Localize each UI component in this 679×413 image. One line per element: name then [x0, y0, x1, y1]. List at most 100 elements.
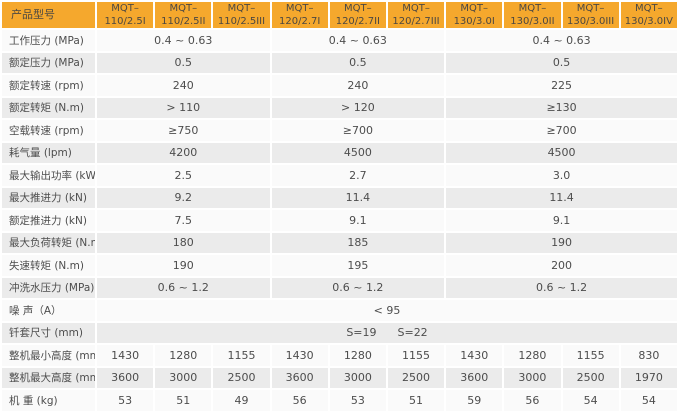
row-label: 耗气量 (lpm) [2, 142, 95, 164]
spec-row: 工作压力 (MPa) 0.4 ~ 0.63 0.4 ~ 0.63 0.4 ~ 0.63 [2, 30, 677, 51]
spec-value: 11.4 [271, 187, 445, 209]
column-header-130/3.0I: MQT– 130/3.0I [446, 2, 503, 28]
model-number: 110/2.5II [161, 16, 206, 27]
spec-value: 190 [97, 255, 270, 276]
model-number: 130/3.0II [510, 16, 555, 27]
spec-value: 9.2 [97, 187, 270, 209]
spec-value: ≥750 [97, 120, 270, 141]
row-label: 钎套尺寸 (mm) [2, 322, 95, 344]
spec-row: 最大推进力 (kN) 9.2 11.4 11.4 [2, 187, 677, 209]
header-row: 产品型号 MQT– 110/2.5I MQT– 110/2.5II MQT– 110/2.5… [2, 2, 677, 28]
spec-value: 1970 [620, 367, 677, 389]
spec-row: 耗气量 (lpm) 4200 4500 4500 [2, 142, 677, 164]
spec-value: 56 [271, 390, 328, 411]
row-label: 整机最小高度 (mm) [2, 345, 95, 366]
spec-value: 3000 [329, 367, 386, 389]
spec-value: 0.5 [271, 52, 445, 74]
spec-value: 1430 [446, 345, 503, 366]
spec-value: 0.5 [446, 52, 677, 74]
model-prefix: MQT– [460, 3, 489, 14]
spec-value: 180 [97, 232, 270, 254]
row-label: 工作压力 (MPa) [2, 30, 95, 51]
spec-row: 整机最大高度 (mm) 3600 3000 2500 3600 3000 2500 3600 3… [2, 367, 677, 389]
column-header-110/2.5II: MQT– 110/2.5II [155, 2, 212, 28]
spec-row: 噪 声（A） < 95 [2, 300, 677, 321]
model-prefix: MQT– [285, 3, 314, 14]
model-prefix: MQT– [111, 3, 139, 14]
model-prefix: MQT– [635, 3, 663, 14]
spec-value: 195 [271, 255, 445, 276]
spec-value: 51 [155, 390, 212, 411]
spec-value: 185 [271, 232, 445, 254]
spec-value: 53 [97, 390, 154, 411]
row-label: 额定推进力 (kN) [2, 210, 95, 231]
row-label: 最大负荷转矩 (N.m) [2, 232, 95, 254]
spec-value: 0.4 ~ 0.63 [446, 30, 677, 51]
spec-value: ≥700 [446, 120, 677, 141]
spec-value: 4500 [446, 142, 677, 164]
spec-value: 2.7 [271, 165, 445, 186]
spec-value: 1155 [213, 345, 270, 366]
spec-row: 额定压力 (MPa) 0.5 0.5 0.5 [2, 52, 677, 74]
model-number: 120/2.7I [279, 16, 321, 27]
spec-row: 钎套尺寸 (mm) S=19 S=22 [2, 322, 677, 344]
column-header-120/2.7II: MQT– 120/2.7II [329, 2, 386, 28]
column-header-130/3.0III: MQT– 130/3.0III [562, 2, 619, 28]
spec-value: 0.6 ~ 1.2 [97, 277, 270, 299]
spec-value: 9.1 [446, 210, 677, 231]
spec-value: < 95 [97, 300, 677, 321]
spec-value: 4500 [271, 142, 445, 164]
spec-value: 3000 [504, 367, 561, 389]
spec-value: 240 [271, 75, 445, 96]
spec-value: 4200 [97, 142, 270, 164]
spec-value: 1430 [97, 345, 154, 366]
row-label: 最大输出功率 (kW) [2, 165, 95, 186]
spec-value: 54 [562, 390, 619, 411]
spec-value: S=19 S=22 [97, 322, 677, 344]
spec-value: 1430 [271, 345, 328, 366]
spec-value: 1280 [329, 345, 386, 366]
spec-value: 54 [620, 390, 677, 411]
spec-row: 最大输出功率 (kW) 2.5 2.7 3.0 [2, 165, 677, 186]
spec-value: 7.5 [97, 210, 270, 231]
spec-value: 59 [446, 390, 503, 411]
model-number: 130/3.0III [566, 16, 615, 27]
spec-value: 2500 [562, 367, 619, 389]
spec-row: 额定转矩 (N.m) > 110 > 120 ≥130 [2, 97, 677, 119]
spec-value: ≥130 [446, 97, 677, 119]
spec-value: 225 [446, 75, 677, 96]
spec-row: 失速转矩 (N.m) 190 195 200 [2, 255, 677, 276]
spec-table-header: 产品型号 MQT– 110/2.5I MQT– 110/2.5II MQT– 110/2.5… [2, 2, 677, 28]
column-header-120/2.7III: MQT– 120/2.7III [387, 2, 445, 28]
spec-value: 830 [620, 345, 677, 366]
column-header-110/2.5I: MQT– 110/2.5I [97, 2, 154, 28]
spec-value: 53 [329, 390, 386, 411]
spec-value: 9.1 [271, 210, 445, 231]
model-prefix: MQT– [576, 3, 605, 14]
row-label: 机 重 (kg) [2, 390, 95, 411]
model-number: 130/3.0I [453, 16, 495, 27]
row-label: 额定压力 (MPa) [2, 52, 95, 74]
row-label: 额定转矩 (N.m) [2, 97, 95, 119]
spec-value: 49 [213, 390, 270, 411]
corner-header-product-model: 产品型号 [2, 2, 95, 28]
row-label: 失速转矩 (N.m) [2, 255, 95, 276]
model-prefix: MQT– [402, 3, 430, 14]
model-prefix: MQT– [518, 3, 547, 14]
model-number: 110/2.5III [217, 16, 266, 27]
spec-row: 额定转速 (rpm) 240 240 225 [2, 75, 677, 96]
spec-value: 11.4 [446, 187, 677, 209]
spec-value: 3600 [446, 367, 503, 389]
spec-table-body: 工作压力 (MPa) 0.4 ~ 0.63 0.4 ~ 0.63 0.4 ~ 0.63… [2, 30, 677, 411]
row-label: 空载转速 (rpm) [2, 120, 95, 141]
spec-value: 1280 [504, 345, 561, 366]
row-label: 额定转速 (rpm) [2, 75, 95, 96]
model-prefix: MQT– [227, 3, 256, 14]
spec-value: 0.5 [97, 52, 270, 74]
model-number: 120/2.7III [392, 16, 440, 27]
column-header-130/3.0II: MQT– 130/3.0II [504, 2, 561, 28]
spec-row: 空载转速 (rpm) ≥750 ≥700 ≥700 [2, 120, 677, 141]
spec-row: 额定推进力 (kN) 7.5 9.1 9.1 [2, 210, 677, 231]
spec-value: 240 [97, 75, 270, 96]
